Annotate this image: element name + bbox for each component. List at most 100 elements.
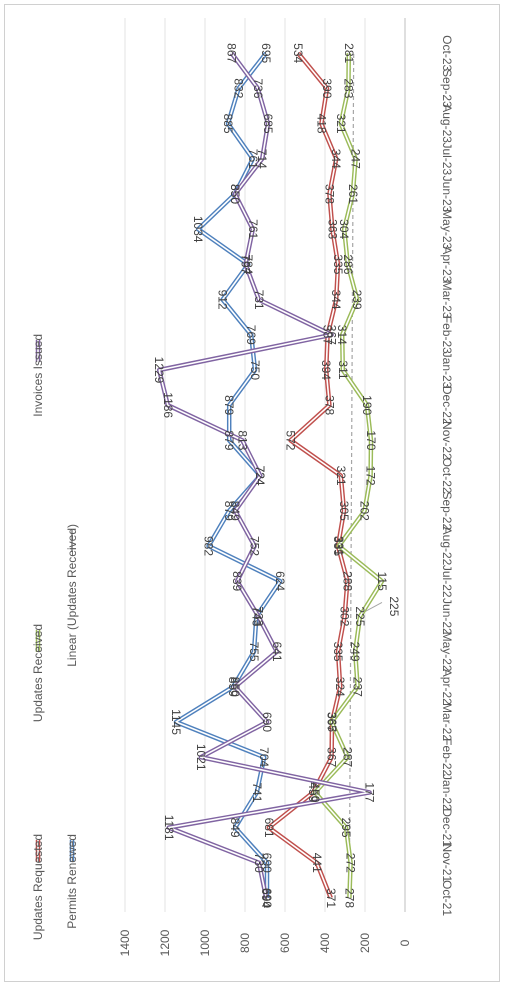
data-label-invoices-issued: 1021 xyxy=(194,744,208,771)
data-label-permits-renewed: 885 xyxy=(221,114,235,134)
value-tick-label: 1400 xyxy=(118,929,132,956)
data-label-updates-received: 314 xyxy=(335,325,349,345)
data-labels: 2253714416814593673653243353022883353053… xyxy=(152,43,401,908)
data-label-permits-renewed: 879 xyxy=(222,501,236,521)
data-label-invoices-issued: 1186 xyxy=(161,392,175,418)
data-label-permits-renewed: 784 xyxy=(241,254,255,274)
data-label-invoices-issued: 724 xyxy=(253,466,267,486)
data-label-permits-renewed: 750 xyxy=(248,360,262,380)
data-label-updates-requested: 365 xyxy=(325,712,339,732)
series-lines xyxy=(156,51,385,899)
value-tick-label: 800 xyxy=(238,933,252,953)
data-label-updates-received: 331 xyxy=(332,536,346,556)
value-tick-label: 600 xyxy=(278,933,292,953)
data-label-invoices-issued: 733 xyxy=(251,606,265,626)
data-label-updates-received: 237 xyxy=(351,677,365,697)
legend-item: Updates Received xyxy=(31,624,45,722)
data-label-invoices-issued: 685 xyxy=(261,114,275,134)
data-label-updates-received: 247 xyxy=(349,149,363,169)
data-label-updates-received: 261 xyxy=(346,184,360,204)
data-label-invoices-issued: 730 xyxy=(252,853,266,873)
category-tick-label: Apr-22 xyxy=(440,669,454,705)
data-label-invoices-issued: 367 xyxy=(325,325,339,345)
data-label-permits-renewed: 695 xyxy=(259,43,273,63)
data-label-invoices-issued: 731 xyxy=(252,290,266,310)
data-label-invoices-issued: 694 xyxy=(259,888,273,908)
series-line-inner-invoices-issued xyxy=(158,52,371,899)
data-label-updates-received: 450 xyxy=(308,782,322,802)
category-tick-label: Mar-22 xyxy=(440,703,454,741)
legend-item: Invoices Issued xyxy=(31,334,45,417)
data-label-permits-renewed: 690 xyxy=(260,853,274,873)
data-label-permits-renewed: 769 xyxy=(244,325,258,345)
data-label-permits-renewed: 704 xyxy=(257,747,271,767)
data-label-invoices-issued: 1181 xyxy=(162,815,176,841)
data-label-permits-renewed: 832 xyxy=(232,78,246,98)
data-label-updates-received: 283 xyxy=(341,78,355,98)
value-tick-label: 0 xyxy=(398,939,412,946)
data-label-permits-renewed: 879 xyxy=(222,395,236,415)
data-label-updates-requested: 335 xyxy=(331,536,345,556)
data-label-updates-received: 321 xyxy=(334,114,348,134)
category-tick-label: Sep-22 xyxy=(440,491,454,530)
data-label-updates-requested: 394 xyxy=(319,360,333,380)
trendline-annotation: 225 xyxy=(387,596,401,616)
chart-frame xyxy=(4,4,500,982)
data-label-invoices-issued: 761 xyxy=(246,219,260,239)
category-tick-label: Oct-22 xyxy=(440,458,454,494)
data-label-updates-requested: 367 xyxy=(325,747,339,767)
category-tick-label: Nov-21 xyxy=(440,843,454,882)
data-label-updates-requested: 288 xyxy=(340,571,354,591)
legend: Updates Requested Updates Received Invoice… xyxy=(31,334,79,940)
data-label-invoices-issued: 177 xyxy=(363,782,377,802)
legend-label: Invoices Issued xyxy=(31,334,45,417)
category-tick-label: Aug-23 xyxy=(440,104,454,143)
category-tick-label: Aug-22 xyxy=(440,527,454,566)
data-label-permits-renewed: 741 xyxy=(250,782,264,802)
data-label-updates-received: 115 xyxy=(375,572,389,591)
data-label-updates-requested: 418 xyxy=(314,114,328,134)
category-tick-label: Sep-23 xyxy=(440,69,454,108)
data-label-permits-renewed: 879 xyxy=(222,430,236,450)
data-label-invoices-issued: 839 xyxy=(230,571,244,591)
value-tick-label: 1000 xyxy=(198,929,212,956)
data-label-invoices-issued: 752 xyxy=(248,536,262,556)
data-label-updates-requested: 459 xyxy=(306,782,320,802)
category-tick-label: Feb-22 xyxy=(440,738,454,776)
series-line-inner-updates-requested xyxy=(267,52,349,899)
series-line-inner-updates-received xyxy=(314,53,383,899)
data-label-updates-requested: 572 xyxy=(284,430,298,450)
category-tick-label: Oct-23 xyxy=(440,35,454,71)
data-label-updates-received: 311 xyxy=(336,360,350,379)
data-label-permits-renewed: 690 xyxy=(260,888,274,908)
data-label-invoices-issued: 641 xyxy=(270,642,284,662)
data-label-permits-renewed: 859 xyxy=(226,677,240,697)
data-label-permits-renewed: 755 xyxy=(247,642,261,662)
data-label-updates-requested: 378 xyxy=(322,395,336,415)
data-label-updates-received: 295 xyxy=(339,818,353,838)
data-label-permits-renewed: 1034 xyxy=(191,216,205,243)
data-label-updates-requested: 335 xyxy=(331,642,345,662)
data-label-updates-requested: 378 xyxy=(322,184,336,204)
data-label-updates-requested: 321 xyxy=(334,466,348,486)
data-label-permits-renewed: 849 xyxy=(228,818,242,838)
category-tick-label: Jan-23 xyxy=(440,352,454,389)
data-label-permits-renewed: 850 xyxy=(228,184,242,204)
data-label-invoices-issued: 849 xyxy=(228,501,242,521)
data-label-updates-requested: 324 xyxy=(333,677,347,697)
data-label-updates-received: 202 xyxy=(358,501,372,521)
data-label-updates-requested: 344 xyxy=(329,290,343,310)
data-label-invoices-issued: 1229 xyxy=(152,357,166,384)
data-label-updates-received: 239 xyxy=(350,290,364,310)
data-label-updates-received: 281 xyxy=(342,43,356,63)
data-label-permits-renewed: 761 xyxy=(246,149,260,169)
value-tick-label: 200 xyxy=(358,933,372,953)
legend-label: Permits Renewed xyxy=(65,834,79,929)
data-label-updates-requested: 305 xyxy=(337,501,351,521)
data-label-invoices-issued: 813 xyxy=(235,430,249,450)
data-label-permits-renewed: 1145 xyxy=(169,709,183,735)
data-label-updates-received: 304 xyxy=(337,219,351,239)
category-tick-label: Apr-23 xyxy=(440,246,454,282)
data-label-updates-requested: 344 xyxy=(329,149,343,169)
